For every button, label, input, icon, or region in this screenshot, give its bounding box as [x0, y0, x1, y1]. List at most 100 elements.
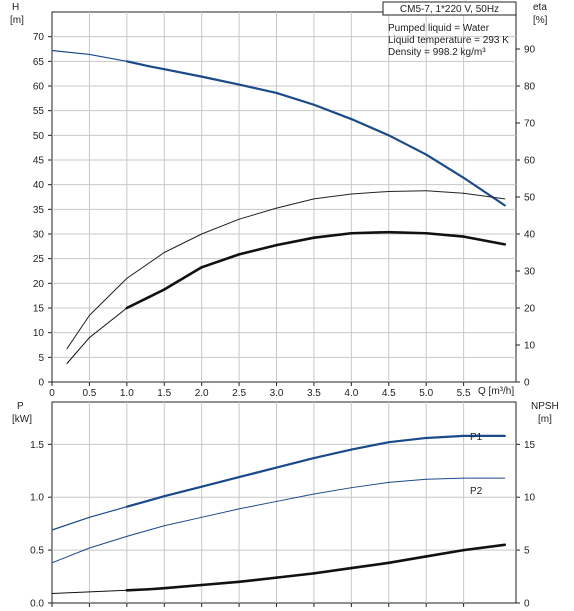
series-curve-0-segment [163, 68, 203, 78]
head-efficiency-ticks: 0 0.5 1.0 1.5 2.0 2.5 3.0 3.5 4.0 4.5 5.0 5.5 0 5 10 15… [33, 32, 536, 399]
x-tick-label: 3.5 [307, 388, 321, 399]
series-p2-segment [51, 547, 90, 564]
y-left-tick-label: 1.5 [30, 440, 44, 451]
series-label-p2: P2 [470, 486, 483, 497]
series-curve-1-segment [425, 190, 465, 194]
x-tick-label: 5.5 [457, 388, 471, 399]
series-curve-2-segment [424, 231, 465, 238]
series-curve-1-segment [126, 252, 165, 279]
series-p2-segment [276, 493, 315, 502]
series-p1-segment [88, 506, 128, 518]
series-p1-segment [200, 476, 241, 488]
info-line-pumped-liquid: Pumped liquid = Water [388, 23, 490, 34]
y-right-tick-label: 60 [524, 156, 536, 167]
series-curve-2-segment [387, 230, 428, 235]
y-right-label: eta [533, 2, 547, 13]
y-left-tick-label: 40 [33, 180, 45, 191]
series-curve-2-segment [125, 587, 151, 592]
y-left-tick-label: 70 [33, 32, 45, 43]
series-curve-1-segment [463, 192, 506, 200]
power-npsh-frame [51, 401, 517, 604]
series-p1-segment [350, 441, 390, 451]
y-left-tick-label: 0.0 [30, 599, 44, 610]
y-left-tick-label: 15 [33, 304, 45, 315]
y-right-tick-label: 30 [524, 267, 536, 278]
series-curve-0-segment [425, 153, 465, 179]
power-npsh-curves [51, 434, 507, 594]
series-curve-1-segment [350, 190, 390, 195]
series-curve-0-segment [200, 75, 241, 86]
series-curve-2-segment [66, 337, 90, 364]
series-curve-0-segment [148, 65, 166, 71]
y-left-tick-label: 1.0 [30, 493, 44, 504]
series-curve-2-segment [147, 586, 166, 591]
power-npsh-grid [52, 402, 516, 603]
x-tick-label: 0.5 [82, 388, 96, 399]
series-curve-1-segment [388, 190, 427, 192]
series-p1-segment [312, 448, 353, 460]
series-label-p1: P1 [470, 432, 483, 443]
series-curve-2-segment [125, 295, 151, 310]
x-tick-label: 2.0 [195, 388, 209, 399]
y-right-tick-label: 50 [524, 193, 536, 204]
y-left-unit-power: [kW] [12, 414, 32, 425]
y-left-tick-label: 35 [33, 205, 45, 216]
series-curve-2-segment [51, 591, 90, 594]
series-curve-0-segment [275, 91, 316, 106]
series-p1-segment [163, 485, 203, 498]
series-curve-2-segment [387, 555, 428, 565]
series-p2-segment [388, 478, 427, 483]
x-tick-label: 0 [49, 388, 55, 399]
series-p1-segment [237, 466, 278, 479]
y-right-tick-label: 10 [524, 341, 536, 352]
series-p2-segment [350, 481, 390, 489]
series-curve-0-segment [125, 60, 151, 68]
series-curve-0-segment [88, 53, 128, 62]
x-tick-label: 5.0 [419, 388, 433, 399]
series-curve-1-segment [276, 198, 315, 209]
series-curve-2-segment [88, 307, 128, 339]
x-axis-label: Q [m³/h] [478, 386, 514, 397]
y-right-tick-label: 70 [524, 119, 536, 130]
series-p2-segment [425, 477, 465, 480]
series-curve-1-segment [201, 218, 240, 235]
x-tick-label: 1.0 [120, 388, 134, 399]
series-p1-segment [425, 434, 465, 440]
y-left-tick-label: 0.5 [30, 546, 44, 557]
series-curve-2-segment [462, 235, 507, 246]
series-curve-2-segment [162, 583, 203, 590]
y-right-tick-label: 20 [524, 304, 536, 315]
head-efficiency-frame [51, 11, 517, 383]
series-p1-segment [51, 516, 91, 531]
series-curve-1-segment [313, 193, 352, 200]
y-left-tick-label: 10 [33, 328, 45, 339]
series-p2-segment [238, 500, 278, 510]
series-curve-2-segment [200, 253, 241, 269]
series-p1-segment [275, 456, 316, 469]
series-curve-2-segment [88, 589, 128, 593]
series-p2-segment [163, 516, 203, 527]
y-right-label-npsh: NPSH [531, 401, 559, 412]
x-tick-label: 1.5 [157, 388, 171, 399]
y-left-unit: [m] [10, 15, 24, 26]
y-left-label-power: P [17, 401, 24, 412]
info-line-density: Density = 998.2 kg/m³ [388, 47, 486, 58]
y-left-tick-label: 5 [38, 353, 44, 364]
y-left-tick-label: 20 [33, 279, 45, 290]
y-left-tick-label: 45 [33, 156, 45, 167]
y-right-tick-label: 10 [524, 493, 536, 504]
series-curve-2-segment [312, 231, 353, 239]
series-curve-1-segment [238, 207, 278, 220]
y-right-tick-label: 90 [524, 45, 536, 56]
series-curve-0-segment [51, 49, 91, 56]
series-p1-segment [387, 436, 428, 444]
series-p2-segment [126, 525, 165, 537]
y-left-tick-label: 50 [33, 131, 45, 142]
y-left-tick-label: 30 [33, 230, 45, 241]
series-curve-2-segment [350, 561, 391, 570]
y-right-tick-label: 80 [524, 82, 536, 93]
x-tick-label: 2.5 [232, 388, 246, 399]
info-line-liquid-temperature: Liquid temperature = 293 K [388, 35, 509, 46]
x-tick-label: 3.0 [270, 388, 284, 399]
